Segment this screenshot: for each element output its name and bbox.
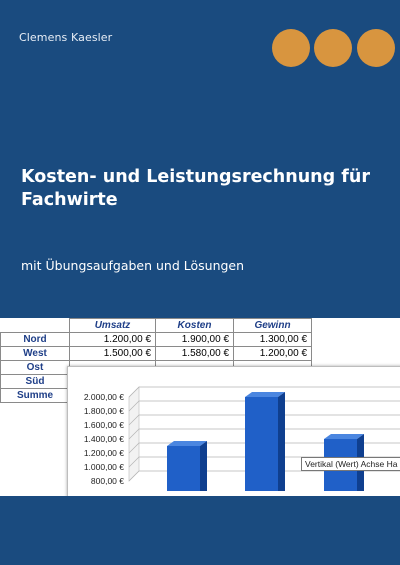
book-title: Kosten- und Leistungsrechnung für Fachwi…: [21, 166, 381, 212]
row-label: Ost: [0, 360, 70, 375]
y-tick-label: 1.200,00 €: [84, 448, 124, 458]
table-row: West 1.500,00 € 1.580,00 € 1.200,00 €: [0, 346, 312, 361]
cell: 1.300,00 €: [233, 332, 312, 347]
gridline: [128, 400, 400, 412]
bar-side: [200, 441, 207, 491]
book-subtitle: mit Übungsaufgaben und Lösungen: [21, 258, 245, 273]
col-header-kosten: Kosten: [155, 318, 234, 333]
col-header-gewinn: Gewinn: [233, 318, 312, 333]
cell: 1.200,00 €: [233, 346, 312, 361]
corner-cell: [1, 319, 70, 333]
y-tick-label: 800,00 €: [91, 476, 124, 486]
bar: [167, 446, 200, 491]
author-name: Clemens Kaesler: [19, 31, 113, 44]
bar-top: [167, 441, 207, 446]
y-tick-label: 2.000,00 €: [84, 392, 124, 402]
row-label: Summe: [0, 388, 70, 403]
row-label: Nord: [0, 332, 70, 347]
axis-tooltip: Vertikal (Wert) Achse Ha: [301, 457, 400, 471]
title-line-1: Kosten- und Leistungsrechnung für: [21, 167, 370, 187]
decorative-dot-3: [357, 29, 395, 67]
cell: 1.200,00 €: [69, 332, 156, 347]
row-label: West: [0, 346, 70, 361]
y-tick-label: 1.400,00 €: [84, 434, 124, 444]
gridline: [128, 470, 400, 482]
cell: 1.900,00 €: [155, 332, 234, 347]
decorative-dot-1: [272, 29, 310, 67]
gridline: [128, 442, 400, 454]
spreadsheet-illustration: Umsatz Kosten Gewinn Nord 1.200,00 € 1.9…: [0, 318, 400, 496]
chart-canvas: 2.000,00 € 1.800,00 € 1.600,00 € 1.400,00 €…: [84, 386, 400, 491]
cell: 1.500,00 €: [69, 346, 156, 361]
y-tick-label: 1.600,00 €: [84, 420, 124, 430]
y-tick-label: 1.000,00 €: [84, 462, 124, 472]
gridline: [128, 428, 400, 440]
col-header-umsatz: Umsatz: [69, 318, 156, 333]
title-line-2: Fachwirte: [21, 190, 118, 210]
header-row: Umsatz Kosten Gewinn: [1, 318, 312, 333]
row-label: Süd: [0, 374, 70, 389]
gridline: [128, 386, 400, 398]
gridline: [128, 414, 400, 426]
bar-side: [278, 392, 285, 491]
bar-top: [245, 392, 285, 397]
bar-top: [324, 434, 364, 439]
bar: [245, 397, 278, 491]
table-row: Nord 1.200,00 € 1.900,00 € 1.300,00 €: [0, 332, 312, 347]
bar-chart: 2.000,00 € 1.800,00 € 1.600,00 € 1.400,00 €…: [67, 366, 400, 496]
decorative-dot-2: [314, 29, 352, 67]
y-tick-label: 1.800,00 €: [84, 406, 124, 416]
cell: 1.580,00 €: [155, 346, 234, 361]
